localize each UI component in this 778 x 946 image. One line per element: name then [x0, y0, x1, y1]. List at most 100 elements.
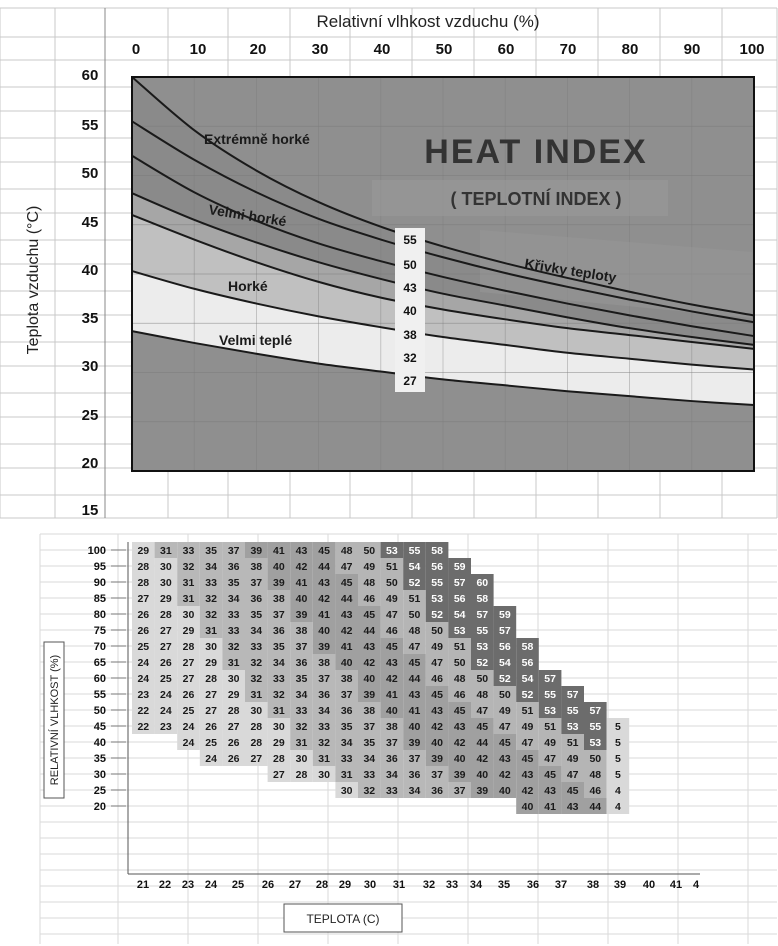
heatmap-value: 50	[363, 545, 375, 557]
heatmap-value: 36	[228, 561, 240, 573]
y-tick-label: 20	[94, 801, 106, 813]
heatmap-cell	[245, 686, 268, 702]
heatmap-value: 49	[522, 721, 534, 733]
heatmap-value: 43	[341, 609, 353, 621]
heatmap-value: 56	[499, 641, 511, 653]
heatmap-cell	[358, 686, 381, 702]
heatmap-cell	[335, 590, 358, 606]
heatmap-cell	[448, 702, 471, 718]
heatmap-value: 30	[318, 769, 330, 781]
heatmap-cell	[493, 686, 517, 702]
heatmap-cell	[516, 750, 539, 766]
heatmap-value: 33	[341, 753, 353, 765]
curve-50	[131, 120, 755, 324]
heatmap-value: 51	[409, 593, 421, 605]
heatmap-cell	[538, 766, 562, 782]
heatmap-value: 57	[589, 705, 601, 717]
heatmap-value: 34	[205, 561, 217, 573]
heatmap-value: 38	[363, 705, 375, 717]
heatmap-value: 54	[522, 673, 534, 685]
heatmap-value: 50	[431, 625, 443, 637]
heatmap-value: 55	[431, 577, 443, 589]
y-tick-label: 35	[94, 753, 106, 765]
heatmap-cell	[403, 590, 426, 606]
heatmap-cell	[177, 606, 200, 622]
y-tick-label: 40	[94, 737, 106, 749]
heatmap-value: 5	[615, 753, 621, 765]
heatmap-value: 50	[499, 689, 511, 701]
y-tick-label: 25	[82, 407, 99, 424]
heatmap-cell	[132, 574, 155, 590]
heatmap-cell	[177, 718, 200, 734]
heatmap-value: 35	[273, 641, 285, 653]
heatmap-value: 45	[341, 577, 353, 589]
heatmap-cell	[493, 622, 517, 638]
heatmap-cell	[493, 638, 517, 654]
heatmap-cell	[561, 686, 584, 702]
heatmap-cell	[290, 734, 313, 750]
heatmap-value: 47	[567, 769, 579, 781]
heatmap-value: 59	[454, 561, 466, 573]
heatmap-value: 34	[386, 769, 398, 781]
heatmap-value: 45	[431, 689, 443, 701]
heatmap-cell	[222, 558, 245, 574]
heatmap-cell	[132, 670, 155, 686]
heatmap-value: 24	[183, 721, 195, 733]
heatmap-cell	[154, 718, 178, 734]
heatmap-value: 30	[296, 753, 308, 765]
x-tick-label: 34	[470, 879, 483, 891]
heatmap-value: 50	[476, 673, 488, 685]
heatmap-value: 41	[386, 689, 398, 701]
heatmap-cell	[312, 558, 336, 574]
heatmap-value: 30	[341, 785, 353, 797]
heatmap-cell	[335, 750, 358, 766]
x-tick-label: 70	[560, 41, 577, 58]
heatmap-cell	[222, 654, 245, 670]
heat-index-curve-chart: Relativní vlhkost vzduchu (%) 0 10 20 30 40 5…	[0, 7, 778, 519]
heatmap-value: 28	[250, 721, 262, 733]
heatmap-value: 33	[228, 625, 240, 637]
y-tick-label: 90	[94, 577, 106, 589]
heatmap-cell	[380, 542, 404, 558]
heatmap-value: 36	[318, 689, 330, 701]
heatmap-cell	[312, 718, 336, 734]
heatmap-value: 5	[615, 721, 621, 733]
heatmap-value: 26	[183, 689, 195, 701]
heatmap-cell	[132, 542, 155, 558]
heatmap-value: 33	[363, 769, 375, 781]
heatmap-cell	[471, 622, 494, 638]
x-tick-label: 60	[498, 41, 515, 58]
heatmap-cell	[403, 782, 426, 798]
x-tick-label: 25	[232, 879, 244, 891]
heatmap-cell	[177, 590, 200, 606]
heatmap-cell	[312, 654, 336, 670]
y-tick-label: 20	[82, 455, 99, 472]
heatmap-cell	[538, 734, 562, 750]
heatmap-cell	[290, 542, 313, 558]
heatmap-cell	[561, 718, 584, 734]
heatmap-value: 28	[160, 609, 172, 621]
heatmap-value: 45	[363, 609, 375, 621]
heatmap-cell	[538, 686, 562, 702]
heatmap-value: 54	[454, 609, 466, 621]
heatmap-value: 41	[273, 545, 285, 557]
heatmap-cell	[403, 766, 426, 782]
heatmap-cell	[245, 558, 268, 574]
heatmap-value: 43	[567, 801, 579, 813]
heatmap-value: 49	[431, 641, 443, 653]
heatmap-cell	[312, 750, 336, 766]
heatmap-value: 47	[409, 641, 421, 653]
heatmap-value: 59	[499, 609, 511, 621]
heatmap-value: 45	[499, 737, 511, 749]
heatmap-cell	[154, 574, 178, 590]
heatmap-cell	[471, 670, 494, 686]
heatmap-cell	[335, 766, 358, 782]
heatmap-cell	[132, 590, 155, 606]
heatmap-value: 32	[205, 609, 217, 621]
heatmap-cell	[448, 638, 471, 654]
heatmap-cell	[245, 590, 268, 606]
heatmap-cell	[584, 782, 607, 798]
heatmap-cell	[380, 750, 404, 766]
y-axis-tick-labels: 60 55 50 45 40 35 30 25 20 15	[82, 67, 99, 519]
